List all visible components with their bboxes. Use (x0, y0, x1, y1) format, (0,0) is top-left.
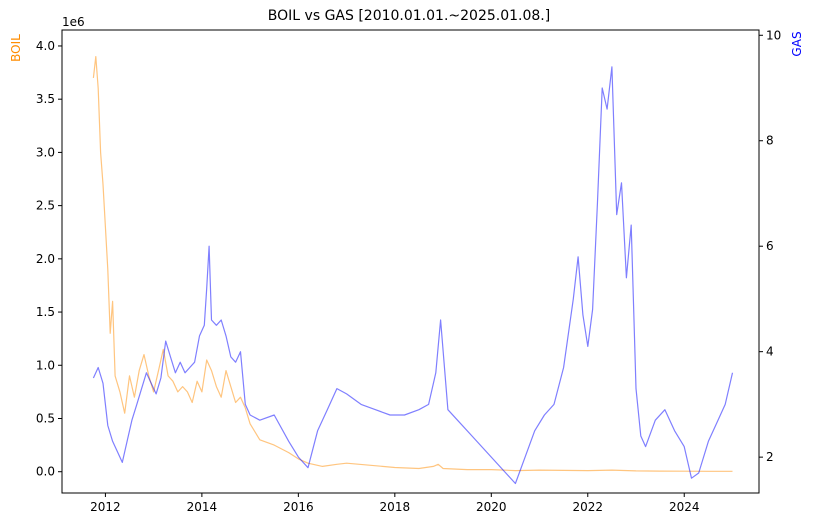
left-y-tick-label: 3.5 (36, 92, 55, 106)
series-line-boil (92, 55, 733, 472)
x-tick-label: 2016 (283, 500, 314, 514)
x-tick-label: 2012 (90, 500, 121, 514)
left-y-tick-label: 0.0 (36, 465, 55, 479)
series-line-gas (92, 66, 734, 485)
right-y-tick-label: 10 (766, 28, 781, 42)
right-y-tick-label: 2 (766, 450, 774, 464)
right-y-tick-label: 8 (766, 134, 774, 148)
left-y-tick-label: 1.5 (36, 305, 55, 319)
left-axis-label: BOIL (9, 34, 23, 62)
left-y-tick-label: 1.0 (36, 358, 55, 372)
x-tick-label: 2014 (187, 500, 218, 514)
axes-layer: 2012 2014 2016 2018 2020 2022 2024 0.0 0.5 1.0 1.5… (36, 28, 781, 514)
left-y-tick-label: 2.0 (36, 252, 55, 266)
x-tick-label: 2024 (669, 500, 700, 514)
plot-frame (61, 29, 760, 494)
left-y-tick-label: 4.0 (36, 39, 55, 53)
x-tick-label: 2020 (476, 500, 507, 514)
right-axis-label: GAS (790, 31, 804, 56)
series-layer (92, 55, 734, 485)
left-y-tick-label: 0.5 (36, 411, 55, 425)
x-tick-label: 2022 (572, 500, 603, 514)
x-tick-label: 2018 (380, 500, 411, 514)
chart-title: BOIL vs GAS [2010.01.01.~2025.01.08.] (268, 8, 550, 24)
left-y-tick-label: 3.0 (36, 145, 55, 159)
left-axis-offset-text: 1e6 (62, 15, 85, 29)
left-y-tick-label: 2.5 (36, 199, 55, 213)
right-y-tick-label: 4 (766, 345, 774, 359)
right-y-tick-label: 6 (766, 239, 774, 253)
